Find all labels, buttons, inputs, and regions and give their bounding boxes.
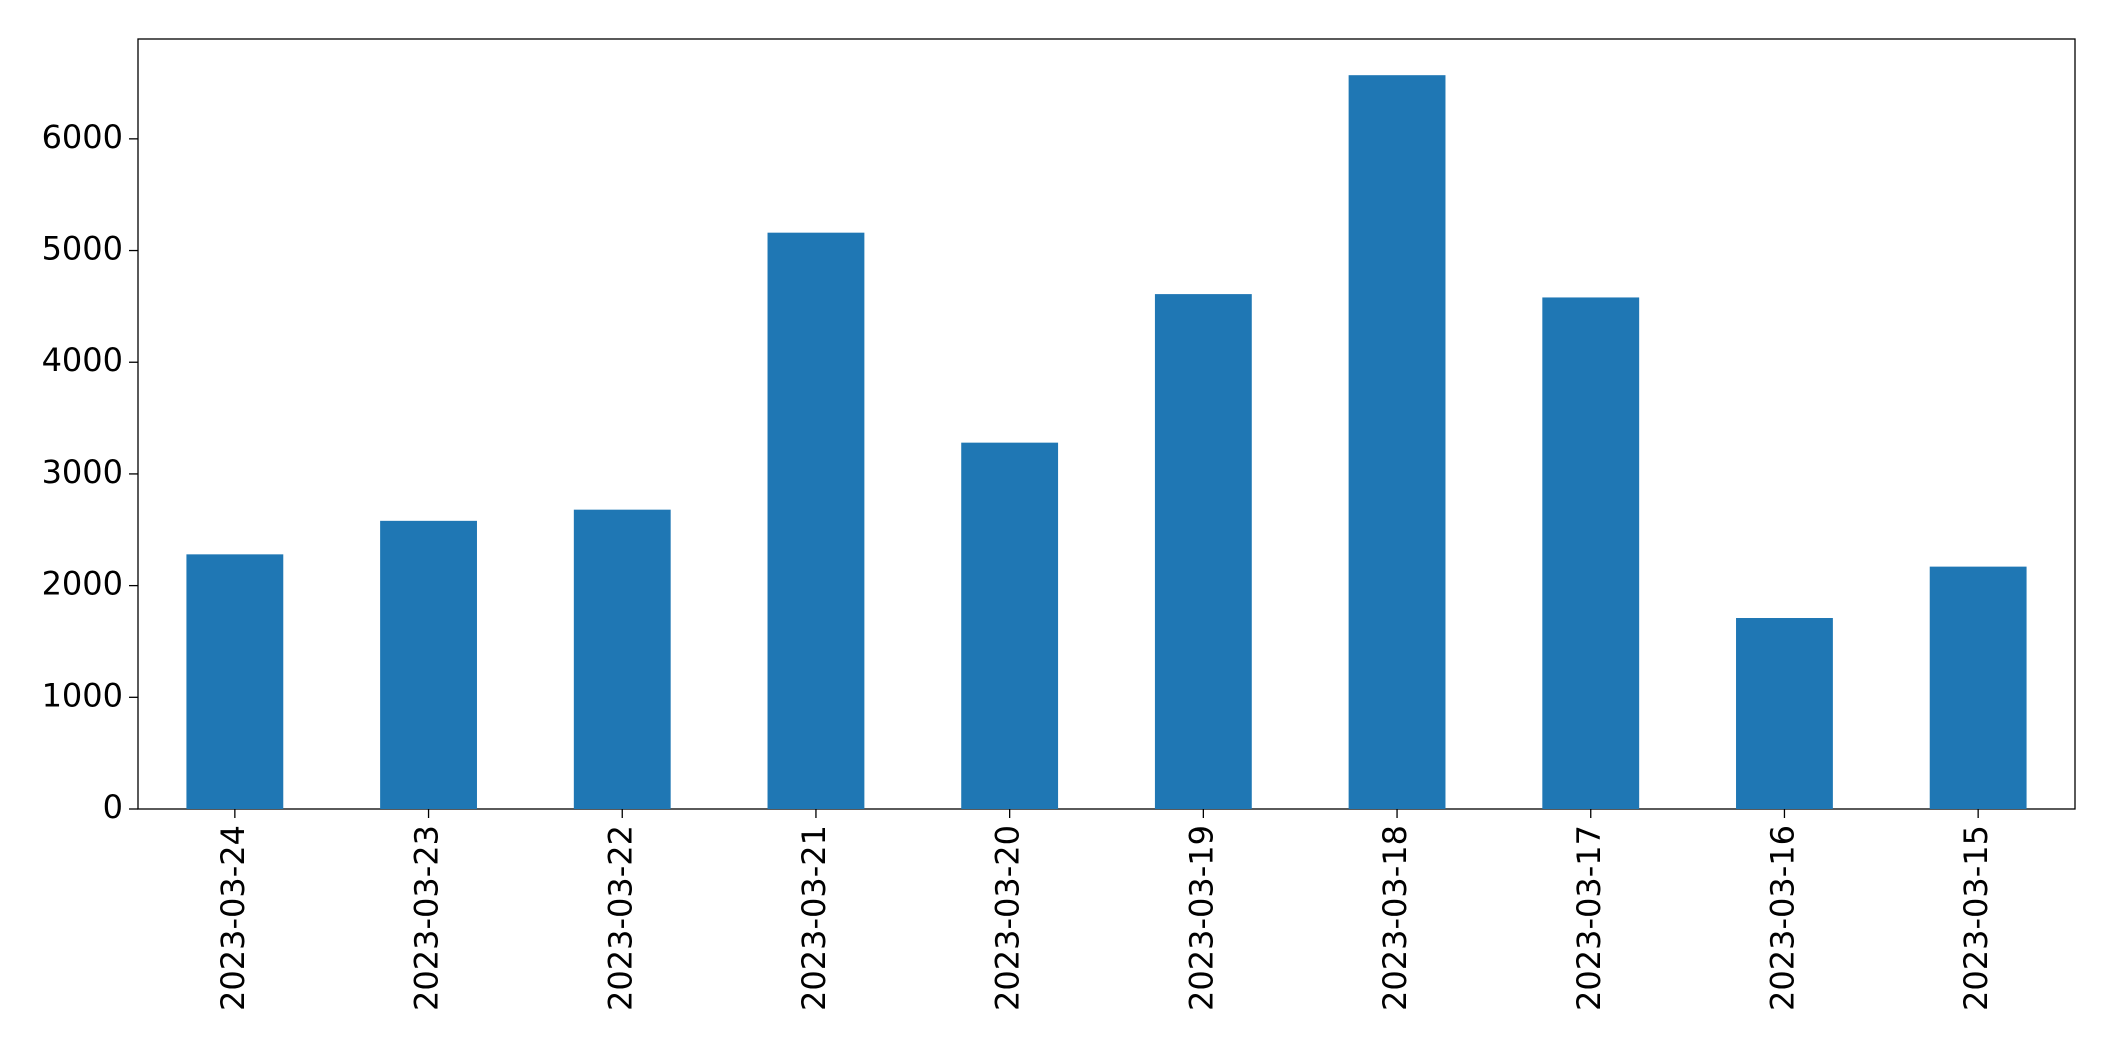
y-tick-label: 6000 — [42, 118, 123, 156]
y-tick-label: 2000 — [42, 565, 123, 603]
x-tick-label: 2023-03-18 — [1376, 825, 1414, 1011]
x-tick-label: 2023-03-23 — [408, 825, 446, 1011]
y-tick-label: 5000 — [42, 230, 123, 268]
bar — [961, 442, 1059, 809]
bar — [1154, 294, 1252, 809]
bar — [573, 509, 671, 809]
axes-frame — [137, 38, 2076, 810]
bar — [767, 232, 865, 810]
x-tick-label: 2023-03-15 — [1957, 825, 1995, 1011]
x-tick-label: 2023-03-17 — [1570, 825, 1608, 1011]
x-tick-label: 2023-03-21 — [795, 825, 833, 1011]
x-tick-label: 2023-03-24 — [214, 825, 252, 1011]
x-tick-label: 2023-03-20 — [989, 825, 1027, 1011]
y-tick-label: 1000 — [42, 676, 123, 714]
bar — [186, 554, 284, 809]
y-tick-label: 4000 — [42, 341, 123, 379]
y-tick-label: 0 — [103, 788, 123, 826]
bar — [1929, 566, 2027, 809]
x-tick-label: 2023-03-16 — [1763, 825, 1801, 1011]
bar — [1542, 297, 1640, 809]
x-tick-label: 2023-03-22 — [601, 825, 639, 1011]
x-tick-label: 2023-03-19 — [1182, 825, 1220, 1011]
bar — [1348, 75, 1446, 809]
y-tick-label: 3000 — [42, 453, 123, 491]
bar — [380, 520, 477, 809]
bar — [1736, 618, 1833, 809]
